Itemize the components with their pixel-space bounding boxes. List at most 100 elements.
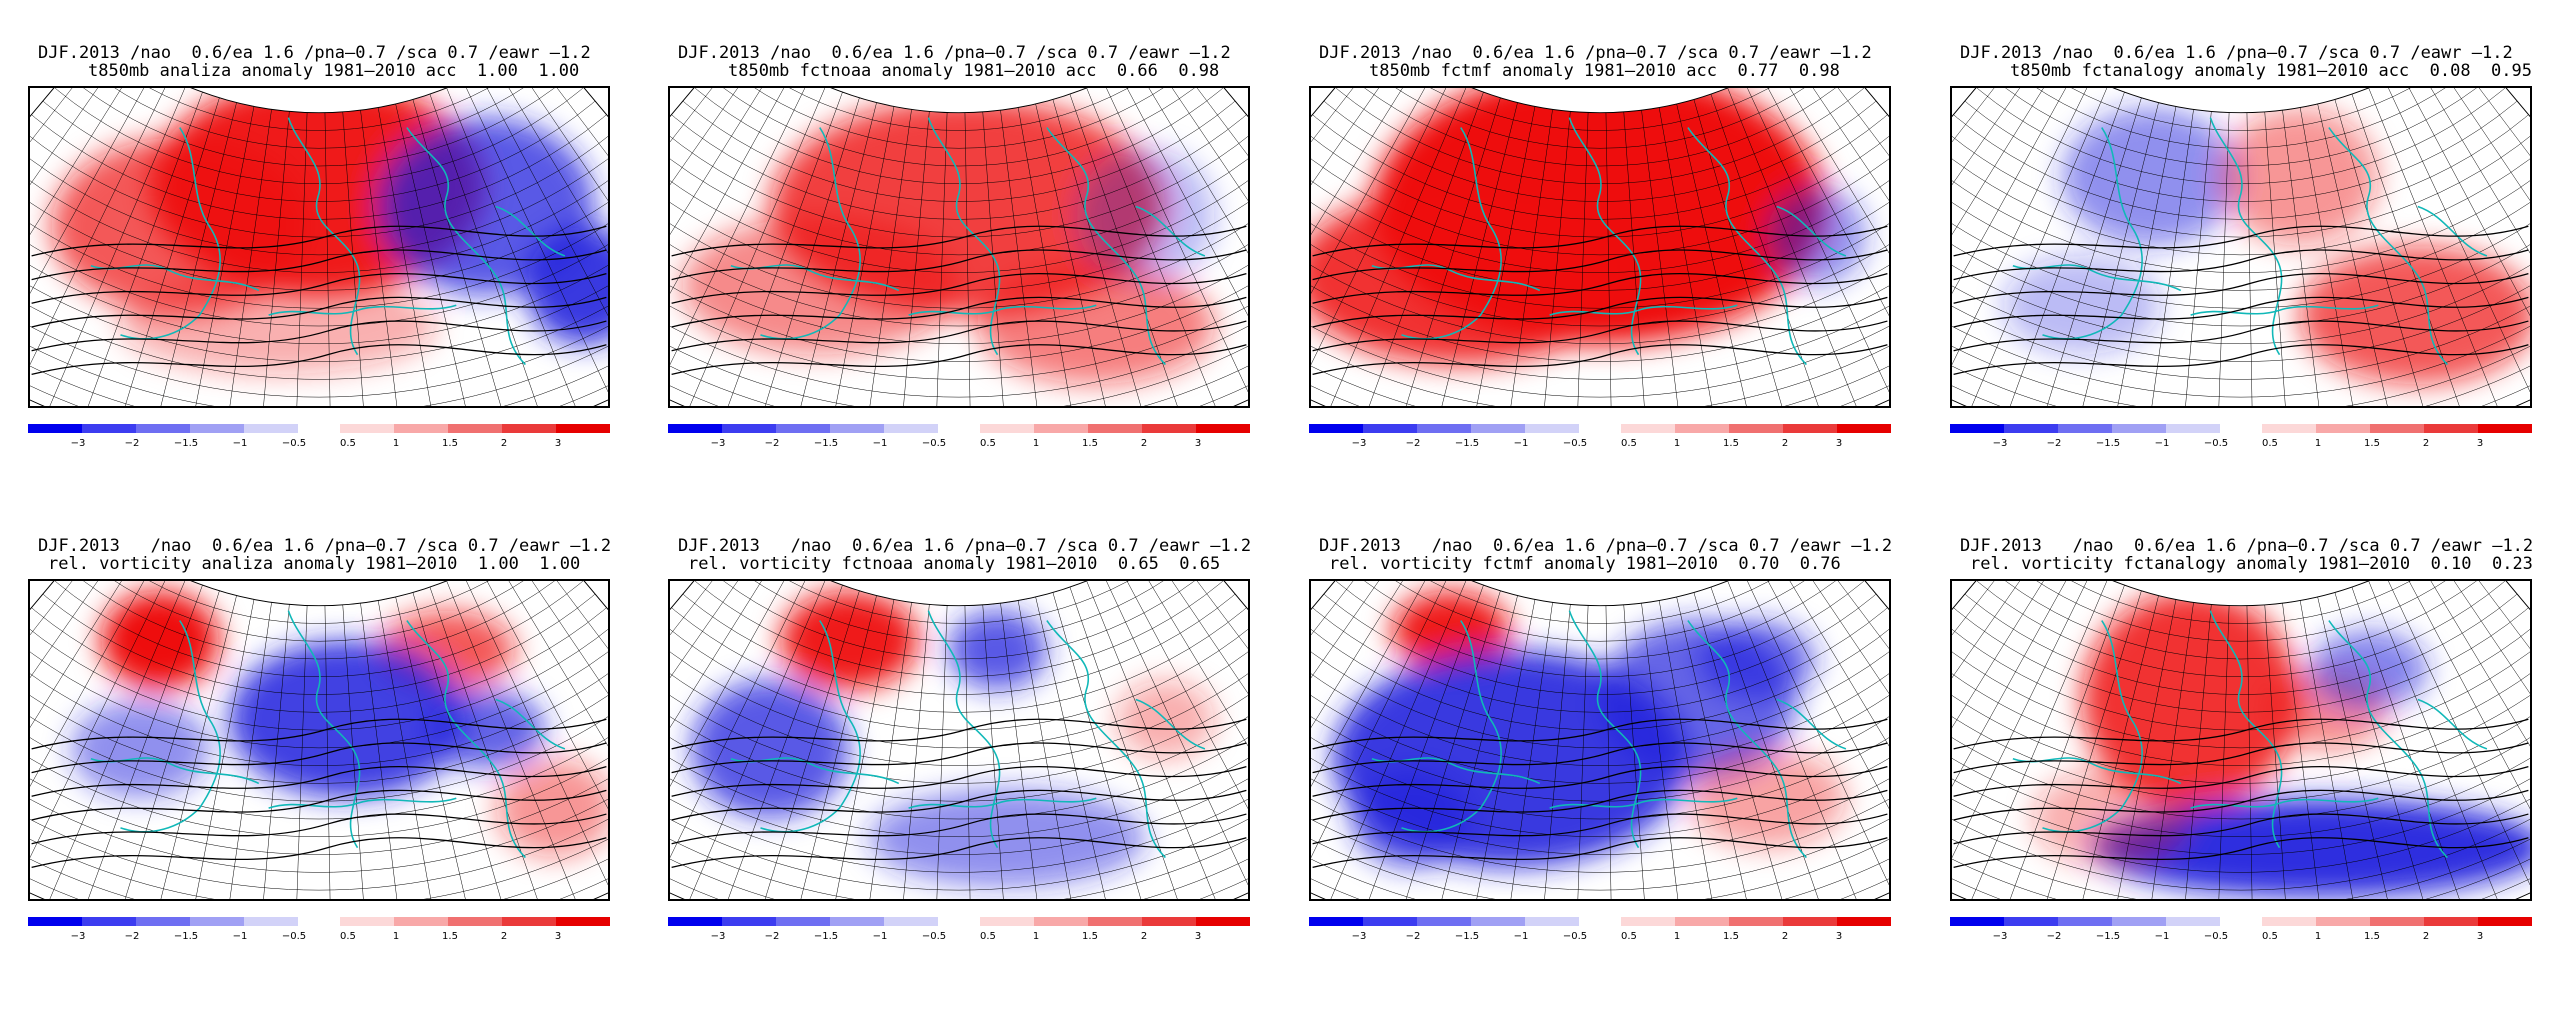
colorbar-label: 3: [2477, 931, 2483, 942]
warm-anomaly-area: [2220, 107, 2379, 247]
colorbar-swatch-negative: [1471, 917, 1525, 926]
map-panel: DJF.2013 /nao 0.6/ea 1.6 /pna–0.7 /sca 0…: [1950, 44, 2550, 519]
colorbar-label: 3: [1836, 931, 1842, 942]
colorbar-swatch-positive: [2370, 424, 2424, 433]
colorbar: −3 −2 −1.5 −1 −0.5 0.5 1 1.5 2 3: [668, 422, 1250, 452]
colorbar-label: −1.5: [814, 931, 838, 942]
colorbar-swatch-negative: [884, 424, 938, 433]
colorbar-label: 3: [1195, 931, 1201, 942]
colorbar-swatch-positive: [1621, 917, 1675, 926]
colorbar-swatch-negative: [1417, 424, 1471, 433]
panel-title-line-1: DJF.2013 /nao 0.6/ea 1.6 /pna–0.7 /sca 0…: [38, 536, 612, 556]
colorbar-label: 1: [2315, 931, 2321, 942]
graticule: [670, 581, 1248, 899]
colorbar-swatch-negative: [776, 917, 830, 926]
colorbar-swatch-positive: [394, 424, 448, 433]
warm-anomaly-area: [120, 275, 437, 375]
warm-anomaly-area: [100, 590, 220, 690]
colorbar-label: 2: [2423, 931, 2429, 942]
colorbar-label: −1.5: [1455, 438, 1479, 449]
anomaly-map: [670, 88, 1248, 406]
colorbar-label: −0.5: [2204, 438, 2228, 449]
colorbar-swatch-negative: [136, 424, 190, 433]
colorbar-swatch-negative: [190, 424, 244, 433]
colorbar-swatch-positive: [1783, 424, 1837, 433]
graticule: [1952, 88, 2530, 406]
colorbar-swatch-positive: [394, 917, 448, 926]
colorbar-label: 1.5: [2364, 931, 2380, 942]
cold-anomaly-area: [948, 610, 1047, 690]
colorbar-label: −2: [1406, 438, 1421, 449]
colorbar-label: 1.5: [442, 931, 458, 942]
warm-anomaly-area: [51, 137, 309, 316]
colorbar-scale: −3 −2 −1.5 −1 −0.5 0.5 1 1.5 2 3: [1950, 917, 2532, 942]
colorbar-swatch-negative: [1309, 917, 1363, 926]
graticule: [1311, 581, 1889, 899]
colorbar-scale: −3 −2 −1.5 −1 −0.5 0.5 1 1.5 2 3: [1309, 424, 1891, 449]
colorbar-swatch-negative: [190, 917, 244, 926]
colorbar-label: −1: [233, 931, 248, 942]
coastlines: [1371, 610, 1847, 859]
colorbar-swatch-negative: [28, 917, 82, 926]
colorbar-label: 3: [555, 931, 561, 942]
map-panel: DJF.2013 /nao 0.6/ea 1.6 /pna–0.7 /sca 0…: [28, 537, 628, 1012]
colorbar-swatch-negative: [2166, 424, 2220, 433]
colorbar-label: 2: [1782, 438, 1788, 449]
colorbar-label: 1.5: [2364, 438, 2380, 449]
colorbar-swatch-negative: [830, 424, 884, 433]
colorbar-swatch-positive: [2478, 917, 2532, 926]
colorbar-scale: −3 −2 −1.5 −1 −0.5 0.5 1 1.5 2 3: [1950, 424, 2532, 449]
colorbar: −3 −2 −1.5 −1 −0.5 0.5 1 1.5 2 3: [28, 915, 610, 945]
coastlines: [1371, 117, 1847, 366]
colorbar-swatch-positive: [448, 917, 502, 926]
colorbar-swatch-positive: [2424, 424, 2478, 433]
colorbar-label: 0.5: [1621, 931, 1637, 942]
map-projection-outline: [1952, 581, 2530, 899]
colorbar-swatch-negative: [1471, 424, 1525, 433]
colorbar-swatch-positive: [556, 424, 610, 433]
colorbar-label: 1: [1033, 438, 1039, 449]
colorbar-scale: −3 −2 −1.5 −1 −0.5 0.5 1 1.5 2 3: [1309, 917, 1891, 942]
colorbar-label: −0.5: [922, 438, 946, 449]
anomaly-shading: [670, 88, 1248, 406]
colorbar-swatch-negative: [2058, 917, 2112, 926]
colorbar-label: 0.5: [1621, 438, 1637, 449]
contour-lines: [1312, 718, 1888, 869]
colorbar-label: 2: [501, 931, 507, 942]
colorbar-swatch-negative: [136, 917, 190, 926]
colorbar-label: 0.5: [340, 438, 356, 449]
anomaly-map: [670, 581, 1248, 899]
colorbar-swatch-positive: [502, 424, 556, 433]
colorbar-label: −1: [873, 931, 888, 942]
panel-title-line-1: DJF.2013 /nao 0.6/ea 1.6 /pna–0.7 /sca 0…: [1319, 536, 1893, 556]
map-frame: [1950, 86, 2532, 408]
colorbar-swatch-positive: [2316, 917, 2370, 926]
contour-lines: [1953, 718, 2529, 869]
colorbar: −3 −2 −1.5 −1 −0.5 0.5 1 1.5 2 3: [28, 422, 610, 452]
colorbar: −3 −2 −1.5 −1 −0.5 0.5 1 1.5 2 3: [1309, 422, 1891, 452]
colorbar-label: 3: [1195, 438, 1201, 449]
map-frame: [1950, 579, 2532, 901]
panel-title-line-2: rel. vorticity analiza anomaly 1981–2010…: [48, 554, 581, 574]
map-frame: [668, 86, 1250, 408]
colorbar-swatch-negative: [2004, 917, 2058, 926]
colorbar-swatch-negative: [2058, 424, 2112, 433]
cold-anomaly-area: [2062, 107, 2241, 247]
colorbar-swatch-positive: [1621, 424, 1675, 433]
colorbar-label: 3: [2477, 438, 2483, 449]
colorbar-scale: −3 −2 −1.5 −1 −0.5 0.5 1 1.5 2 3: [28, 424, 610, 449]
panel-title-line-2: t850mb fctnoaa anomaly 1981–2010 acc 0.6…: [728, 61, 1220, 81]
map-frame: [668, 579, 1250, 901]
colorbar-swatch-positive: [980, 917, 1034, 926]
panel-title-line-2: rel. vorticity fctnoaa anomaly 1981–2010…: [688, 554, 1221, 574]
colorbar-label: −3: [1993, 931, 2008, 942]
colorbar-scale: −3 −2 −1.5 −1 −0.5 0.5 1 1.5 2 3: [668, 424, 1250, 449]
panel-title-line-2: rel. vorticity fctanalogy anomaly 1981–2…: [1970, 554, 2533, 574]
colorbar-swatch-positive: [556, 917, 610, 926]
colorbar-swatch-positive: [1783, 917, 1837, 926]
colorbar: −3 −2 −1.5 −1 −0.5 0.5 1 1.5 2 3: [1309, 915, 1891, 945]
warm-anomaly-area: [1687, 748, 1846, 848]
map-panel: DJF.2013 /nao 0.6/ea 1.6 /pna–0.7 /sca 0…: [1309, 537, 1909, 1012]
colorbar-swatch-negative: [2004, 424, 2058, 433]
colorbar-swatch-positive: [340, 917, 394, 926]
